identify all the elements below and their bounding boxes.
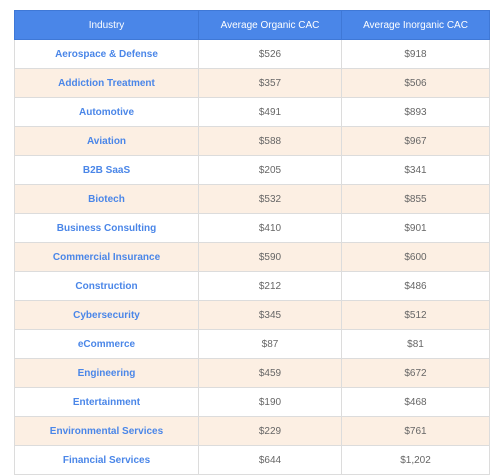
- table-row: Cybersecurity $345 $512: [14, 300, 490, 330]
- organic-cac-cell: $644: [198, 445, 342, 475]
- header-industry: Industry: [14, 10, 199, 40]
- industry-cell: Cybersecurity: [14, 300, 199, 330]
- inorganic-cac-cell: $1,202: [341, 445, 490, 475]
- table-row: Commercial Insurance $590 $600: [14, 242, 490, 272]
- inorganic-cac-cell: $468: [341, 387, 490, 417]
- organic-cac-cell: $229: [198, 416, 342, 446]
- industry-cell: Business Consulting: [14, 213, 199, 243]
- inorganic-cac-cell: $901: [341, 213, 490, 243]
- inorganic-cac-cell: $512: [341, 300, 490, 330]
- inorganic-cac-cell: $486: [341, 271, 490, 301]
- table-row: Aerospace & Defense $526 $918: [14, 39, 490, 69]
- table-row: Engineering $459 $672: [14, 358, 490, 388]
- industry-cell: Financial Services: [14, 445, 199, 475]
- industry-cell: Commercial Insurance: [14, 242, 199, 272]
- inorganic-cac-cell: $506: [341, 68, 490, 98]
- table-row: Financial Services $644 $1,202: [14, 445, 490, 475]
- organic-cac-cell: $357: [198, 68, 342, 98]
- table-row: Entertainment $190 $468: [14, 387, 490, 417]
- organic-cac-cell: $588: [198, 126, 342, 156]
- table-row: Addiction Treatment $357 $506: [14, 68, 490, 98]
- organic-cac-cell: $345: [198, 300, 342, 330]
- header-organic-cac: Average Organic CAC: [198, 10, 342, 40]
- inorganic-cac-cell: $600: [341, 242, 490, 272]
- organic-cac-cell: $212: [198, 271, 342, 301]
- organic-cac-cell: $590: [198, 242, 342, 272]
- industry-cell: Entertainment: [14, 387, 199, 417]
- inorganic-cac-cell: $918: [341, 39, 490, 69]
- organic-cac-cell: $190: [198, 387, 342, 417]
- table-row: B2B SaaS $205 $341: [14, 155, 490, 185]
- table-row: Environmental Services $229 $761: [14, 416, 490, 446]
- table-row: Biotech $532 $855: [14, 184, 490, 214]
- table-row: Business Consulting $410 $901: [14, 213, 490, 243]
- organic-cac-cell: $87: [198, 329, 342, 359]
- table-row: Construction $212 $486: [14, 271, 490, 301]
- organic-cac-cell: $410: [198, 213, 342, 243]
- industry-cell: Environmental Services: [14, 416, 199, 446]
- inorganic-cac-cell: $761: [341, 416, 490, 446]
- inorganic-cac-cell: $967: [341, 126, 490, 156]
- industry-cell: eCommerce: [14, 329, 199, 359]
- inorganic-cac-cell: $672: [341, 358, 490, 388]
- industry-cell: Addiction Treatment: [14, 68, 199, 98]
- inorganic-cac-cell: $81: [341, 329, 490, 359]
- table-row: Automotive $491 $893: [14, 97, 490, 127]
- table-row: Aviation $588 $967: [14, 126, 490, 156]
- inorganic-cac-cell: $341: [341, 155, 490, 185]
- industry-cell: Construction: [14, 271, 199, 301]
- inorganic-cac-cell: $855: [341, 184, 490, 214]
- industry-cell: B2B SaaS: [14, 155, 199, 185]
- industry-cell: Automotive: [14, 97, 199, 127]
- organic-cac-cell: $532: [198, 184, 342, 214]
- industry-cell: Aviation: [14, 126, 199, 156]
- header-inorganic-cac: Average Inorganic CAC: [341, 10, 490, 40]
- industry-cell: Biotech: [14, 184, 199, 214]
- cac-table: Industry Average Organic CAC Average Ino…: [14, 10, 490, 475]
- organic-cac-cell: $459: [198, 358, 342, 388]
- industry-cell: Aerospace & Defense: [14, 39, 199, 69]
- cac-table-container: Industry Average Organic CAC Average Ino…: [14, 10, 490, 475]
- table-row: eCommerce $87 $81: [14, 329, 490, 359]
- organic-cac-cell: $526: [198, 39, 342, 69]
- organic-cac-cell: $491: [198, 97, 342, 127]
- table-header-row: Industry Average Organic CAC Average Ino…: [14, 10, 490, 40]
- organic-cac-cell: $205: [198, 155, 342, 185]
- industry-cell: Engineering: [14, 358, 199, 388]
- inorganic-cac-cell: $893: [341, 97, 490, 127]
